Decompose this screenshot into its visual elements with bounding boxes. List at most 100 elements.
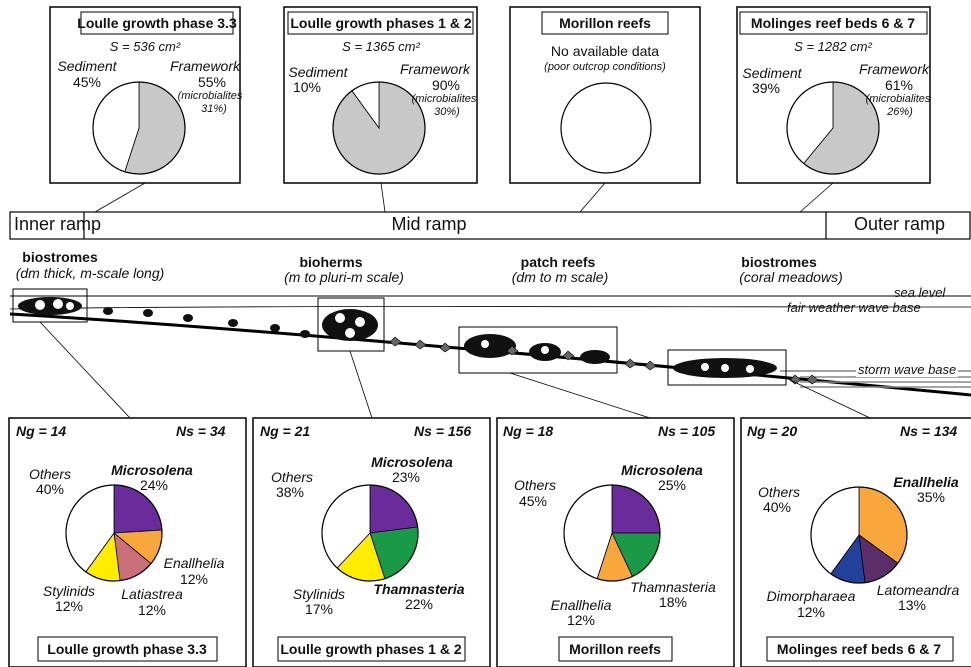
b2-others: Others [270, 469, 314, 485]
reef-bodies [12, 288, 787, 386]
coral-fragment-6 [624, 358, 637, 369]
top-right-label-1: Framework [169, 58, 241, 74]
facies-name-2: bioherms [299, 254, 363, 270]
b4-others-pct: 40% [762, 499, 792, 515]
top-micro-2: (microbialites [411, 93, 477, 105]
b1-latiastrea-pct: 12% [137, 602, 167, 618]
coral-dot-4 [228, 319, 238, 327]
swb-label: storm wave base [856, 362, 959, 378]
b1-stylinids: Stylinids [42, 583, 96, 599]
b1-others: Others [28, 466, 72, 482]
top-micro-pct-1: 31%) [201, 103, 227, 115]
bottom-pies [65, 484, 908, 584]
top-right-pct-1: 55% [197, 74, 227, 90]
bottom-pie-2-outline [321, 484, 419, 582]
top-panel-2 [283, 6, 478, 184]
mid-ramp-label: Mid ramp [391, 214, 467, 234]
b2-thamnasteria: Thamnasteria [373, 581, 465, 597]
bottom-pie-1-outline [65, 484, 163, 582]
b1-others-pct: 40% [35, 481, 65, 497]
top-pies [92, 81, 880, 175]
b2-stylinids: Stylinids [292, 586, 346, 602]
top-right-pct-4: 61% [884, 77, 914, 93]
top-pie-1-outline [92, 81, 186, 175]
bottom-ns-3: Ns = 105 [658, 423, 716, 439]
facies-desc-2: (m to pluri-m scale) [284, 269, 404, 285]
facies-desc-1: (dm thick, m-scale long) [15, 265, 165, 281]
outer-ramp-label: Outer ramp [854, 214, 946, 234]
coral-fragment-9 [806, 374, 819, 385]
top-title-4: Molinges reef beds 6 & 7 [750, 15, 916, 31]
coral-dot-5 [270, 324, 280, 332]
top-pie-2-outline [332, 81, 426, 175]
top-connectors [94, 182, 834, 213]
b1-enallhelia: Enallhelia [163, 555, 225, 571]
bottom-title-1: Loulle growth phase 3.3 [47, 641, 207, 657]
b1-microsolena-pct: 24% [139, 477, 169, 493]
top-area-2: S = 1365 cm² [342, 39, 420, 54]
coral-fragment-1 [389, 336, 402, 347]
top-no-data: No available data [550, 43, 660, 59]
inner-ramp-label: Inner ramp [14, 214, 102, 234]
top-left-label-1: Sediment [57, 58, 117, 74]
bottom-ng-3: Ng = 18 [503, 423, 554, 439]
b2-microsolena: Microsolena [371, 454, 453, 470]
b1-enallhelia-pct: 12% [179, 571, 209, 587]
bottom-title-3: Morillon reefs [569, 641, 661, 657]
bottom-pie-4-outline [810, 486, 908, 584]
b4-others: Others [757, 484, 801, 500]
top-panel-4 [736, 6, 931, 184]
top-title-2: Loulle growth phases 1 & 2 [290, 15, 472, 31]
top-left-label-2: Sediment [288, 64, 348, 80]
bottom-pie-3-outline [563, 484, 661, 582]
bottom-connectors [39, 321, 871, 419]
coral-dot-1 [103, 307, 113, 315]
bottom-ns-2: Ns = 156 [414, 423, 472, 439]
bottom-ns-1: Ns = 34 [176, 423, 226, 439]
top-right-label-2: Framework [399, 61, 471, 77]
top-micro-1: (microbialites [177, 90, 243, 102]
coral-fragment-2 [414, 339, 427, 350]
fwwb-label: fair weather wave base [787, 300, 921, 315]
coral-dot-2 [143, 309, 153, 317]
coral-fragment-5 [562, 350, 575, 361]
top-area-4: S = 1282 cm² [794, 39, 872, 54]
fwwb-line [9, 306, 971, 310]
b3-microsolena-pct: 25% [657, 477, 687, 493]
top-micro-pct-4: 26%) [887, 106, 913, 118]
coral-dots [103, 307, 819, 385]
top-micro-pct-2: 30%) [434, 106, 460, 118]
sea-level-label: sea level [894, 285, 946, 300]
b4-enallhelia-pct: 35% [916, 489, 946, 505]
top-no-data-note: (poor outcrop conditions) [544, 61, 666, 73]
bottom-title-boxes [37, 636, 954, 662]
b3-others-pct: 45% [518, 493, 548, 509]
facies-name-3: patch reefs [520, 254, 596, 270]
top-title-1: Loulle growth phase 3.3 [77, 15, 237, 31]
b3-enallhelia-pct: 12% [566, 612, 596, 628]
b3-enallhelia: Enallhelia [550, 597, 612, 613]
top-left-label-4: Sediment [742, 65, 802, 81]
b3-others: Others [513, 477, 557, 493]
facies-name-4: biostromes [741, 254, 817, 270]
bottom-pie-2-slice-1 [369, 484, 419, 534]
b1-stylinids-pct: 12% [54, 598, 84, 614]
b2-others-pct: 38% [275, 484, 305, 500]
bottom-title-4: Molinges reef beds 6 & 7 [776, 641, 942, 657]
top-right-pct-2: 90% [431, 77, 461, 93]
top-left-pct-1: 45% [72, 74, 102, 90]
b2-stylinids-pct: 17% [304, 601, 334, 617]
top-area-1: S = 536 cm² [109, 39, 181, 54]
coral-dot-6 [300, 330, 310, 338]
facies-name-1: biostromes [22, 249, 98, 265]
coral-dot-3 [183, 314, 193, 322]
bottom-panels [8, 417, 971, 667]
coral-fragment-7 [644, 360, 657, 371]
coral-fragment-3 [439, 342, 452, 353]
b4-latomeandra-pct: 13% [897, 597, 927, 613]
top-pie-3-empty [560, 82, 652, 174]
bottom-ng-1: Ng = 14 [16, 423, 67, 439]
b4-enallhelia: Enallhelia [893, 474, 959, 490]
facies-desc-3: (dm to m scale) [511, 269, 609, 285]
